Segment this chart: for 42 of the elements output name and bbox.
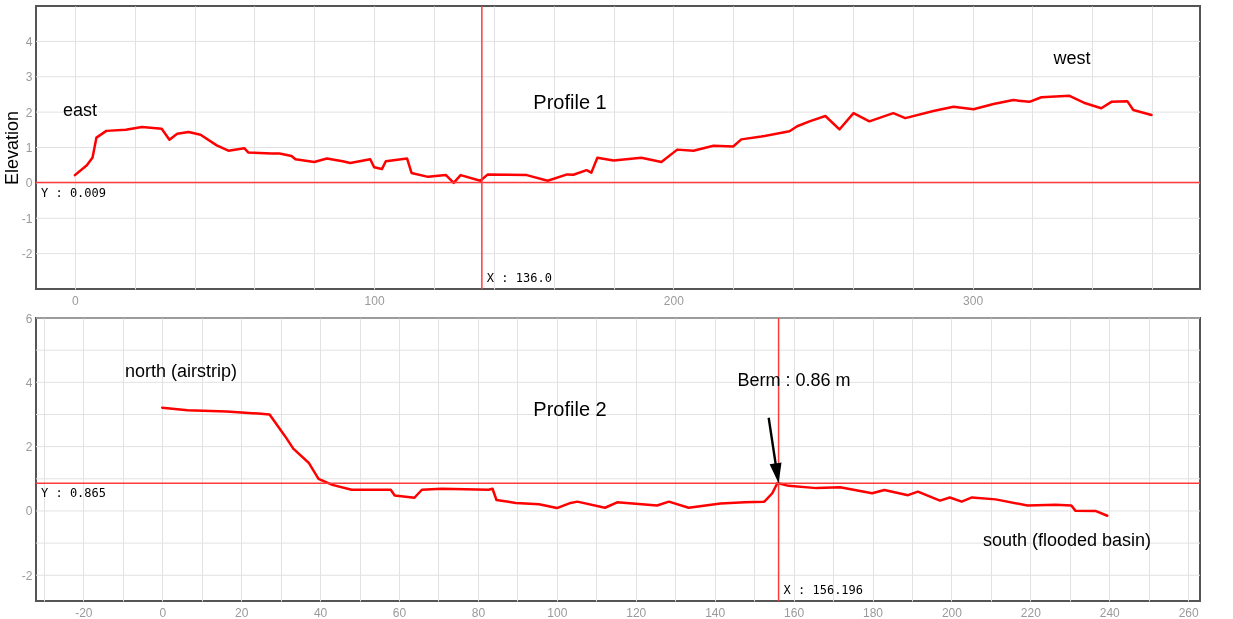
x-tick-label: 220 [1020,605,1042,619]
x-tick-label: 300 [963,293,984,308]
x-tick-label: 200 [941,605,963,619]
x-tick-label: 0 [159,605,167,619]
x-tick-label: 160 [784,605,805,619]
x-tick-label: 140 [705,605,726,619]
text: Profile 2 [533,398,607,420]
annotation: south (flooded basin) [982,530,1152,550]
ref-line-label: X : 136.0 [486,271,552,285]
x-tick-label: 180 [862,605,884,619]
y-tick-label: -1 [21,211,33,226]
y-tick-label: 4 [25,375,33,390]
y-tick-label: 2 [25,440,33,455]
x-tick-label: 260 [1178,605,1199,619]
x-tick-label: -20 [75,605,93,619]
y-tick-label: -2 [21,568,33,583]
annotation: north (airstrip) [124,361,238,381]
text: Profile 1 [533,91,607,114]
x-tick-label: 60 [392,605,407,619]
annotation: east [62,100,98,120]
ref-line-label: Y : 0.009 [41,185,107,200]
y-tick-label: 1 [25,141,33,155]
x-tick-label: 80 [471,605,486,619]
x-tick-label: 100 [364,293,385,308]
x-tick-label: 120 [626,605,647,619]
y-tick-label: 2 [25,105,33,120]
x-tick-label: 0 [72,293,80,308]
x-tick-label: 200 [663,293,685,308]
x-tick-label: 100 [547,605,568,619]
ref-line-label: X : 156.196 [783,583,864,597]
x-tick-label: 240 [1099,605,1121,619]
ref-line-label: Y : 0.865 [41,486,107,501]
x-tick-label: 20 [235,605,249,619]
y-tick-label: 3 [25,70,33,85]
y-tick-label: -2 [21,247,33,262]
y-tick-label: 0 [25,504,33,519]
annotation: west [1052,48,1091,68]
y-tick-label: 0 [25,176,33,191]
y-tick-label: 6 [25,311,33,326]
y-tick-label: 4 [25,34,33,49]
y-axis-title: Elevation [1,110,22,186]
x-tick-label: 40 [313,605,328,619]
